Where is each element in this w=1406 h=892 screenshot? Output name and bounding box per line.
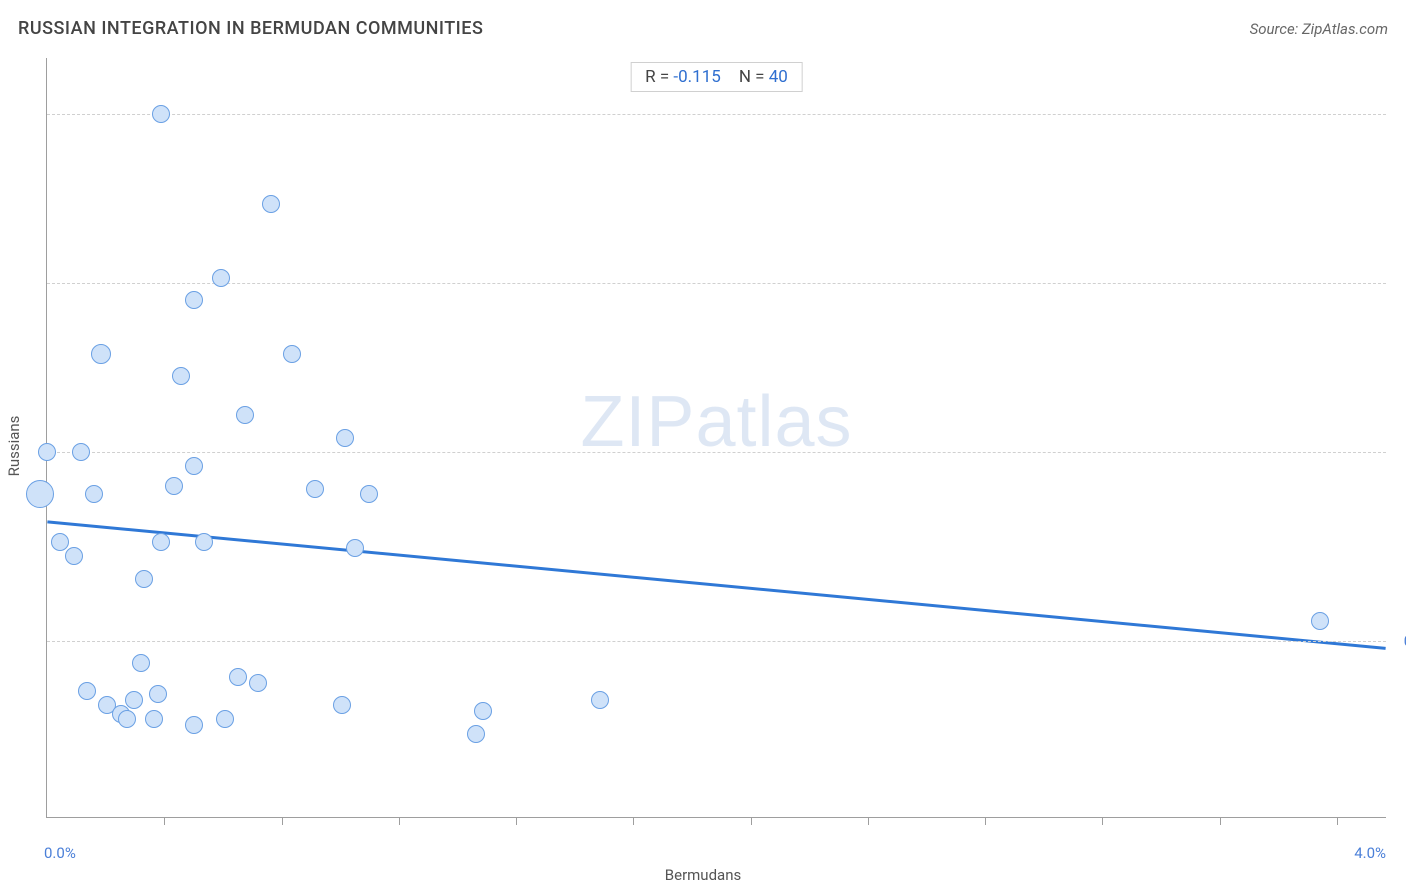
watermark: ZIPatlas (580, 381, 852, 463)
scatter-point (195, 533, 213, 551)
scatter-point (72, 443, 90, 461)
scatter-point (185, 291, 203, 309)
scatter-point (249, 674, 267, 692)
stats-box: R = -0.115 N = 40 (630, 62, 803, 92)
scatter-point (236, 406, 254, 424)
scatter-point (185, 716, 203, 734)
stats-r: R = -0.115 (645, 67, 721, 87)
x-tick (282, 817, 283, 825)
scatter-point (132, 654, 150, 672)
x-axis-max: 4.0% (1354, 844, 1386, 862)
scatter-point (165, 477, 183, 495)
scatter-point (125, 691, 143, 709)
x-axis-min: 0.0% (44, 844, 76, 862)
stats-n-value: 40 (769, 67, 788, 87)
gridline (47, 452, 1386, 453)
scatter-point (212, 269, 230, 287)
scatter-point (591, 691, 609, 709)
gridline (47, 114, 1386, 115)
scatter-point (333, 696, 351, 714)
x-tick (1337, 817, 1338, 825)
scatter-point (135, 570, 153, 588)
x-tick (399, 817, 400, 825)
scatter-point (306, 480, 324, 498)
watermark-bold: ZIP (580, 382, 695, 462)
x-tick (516, 817, 517, 825)
scatter-point (229, 668, 247, 686)
stats-r-label: R = (645, 67, 669, 87)
watermark-light: atlas (695, 382, 852, 462)
scatter-point (216, 710, 234, 728)
scatter-point (467, 725, 485, 743)
scatter-point (149, 685, 167, 703)
scatter-point (51, 533, 69, 551)
chart-header: RUSSIAN INTEGRATION IN BERMUDAN COMMUNIT… (18, 18, 1388, 39)
scatter-point (262, 195, 280, 213)
stats-n: N = 40 (739, 67, 788, 87)
scatter-point (172, 367, 190, 385)
trendline (47, 522, 1385, 648)
y-axis-label: Russians (5, 416, 23, 477)
x-tick (1102, 817, 1103, 825)
scatter-point (336, 429, 354, 447)
scatter-point (65, 547, 83, 565)
scatter-point (38, 443, 56, 461)
plot-area: ZIPatlas R = -0.115 N = 40 0.63%1.3%1.9%… (46, 58, 1386, 818)
scatter-point (26, 480, 54, 508)
scatter-point (346, 539, 364, 557)
scatter-point (1311, 612, 1329, 630)
x-tick (1220, 817, 1221, 825)
x-tick (164, 817, 165, 825)
chart-title: RUSSIAN INTEGRATION IN BERMUDAN COMMUNIT… (18, 18, 483, 39)
x-tick (868, 817, 869, 825)
gridline (47, 641, 1386, 642)
stats-n-label: N = (739, 67, 765, 87)
scatter-point (152, 105, 170, 123)
scatter-point (91, 344, 111, 364)
scatter-point (283, 345, 301, 363)
scatter-point (118, 710, 136, 728)
x-axis-label: Bermudans (665, 866, 741, 884)
x-tick (985, 817, 986, 825)
trend-layer (47, 58, 1386, 817)
chart-source: Source: ZipAtlas.com (1250, 20, 1388, 38)
scatter-point (85, 485, 103, 503)
scatter-point (360, 485, 378, 503)
stats-r-value: -0.115 (673, 67, 720, 87)
scatter-point (185, 457, 203, 475)
scatter-point (145, 710, 163, 728)
scatter-point (152, 533, 170, 551)
x-tick (633, 817, 634, 825)
gridline (47, 283, 1386, 284)
scatter-point (474, 702, 492, 720)
scatter-point (78, 682, 96, 700)
x-tick (751, 817, 752, 825)
